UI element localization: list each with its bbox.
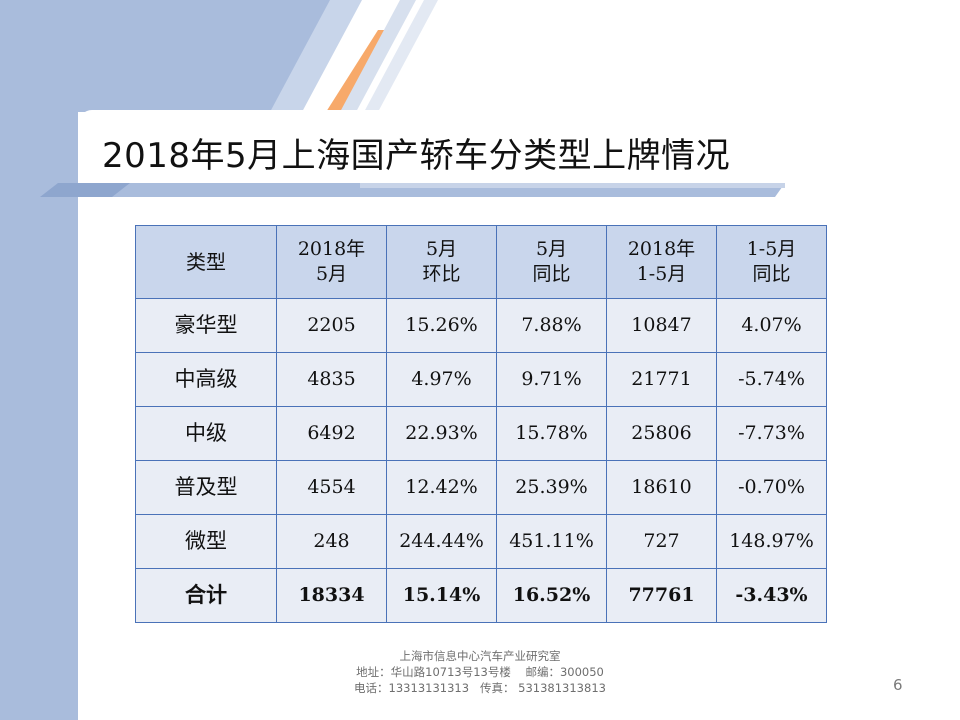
cell-may-2018: 2205 <box>276 298 387 353</box>
table-total-row: 合计 18334 15.14% 16.52% 77761 -3.43% <box>135 568 827 623</box>
cell-may-yoy: 9.71% <box>496 352 607 407</box>
table-row: 中级 6492 22.93% 15.78% 25806 -7.73% <box>135 406 827 461</box>
header-jan-may-2018: 2018年 1-5月 <box>606 225 717 299</box>
cell-jan-may-2018: 10847 <box>606 298 717 353</box>
footer-contact: 上海市信息中心汽车产业研究室 地址：华山路10713号13号楼 邮编：30005… <box>330 648 630 696</box>
cell-jan-may-yoy: -3.43% <box>716 568 827 623</box>
cell-jan-may-2018: 25806 <box>606 406 717 461</box>
cell-may-mom: 4.97% <box>386 352 497 407</box>
title-underline <box>40 183 785 197</box>
cell-may-mom: 15.14% <box>386 568 497 623</box>
cell-may-2018: 4835 <box>276 352 387 407</box>
title-card <box>78 110 960 186</box>
cell-jan-may-2018: 21771 <box>606 352 717 407</box>
data-table: 类型 2018年 5月 5月 环比 5月 同比 2018年 1-5月 1-5月 同比 豪华… <box>135 225 827 623</box>
cell-jan-may-2018: 77761 <box>606 568 717 623</box>
cell-may-mom: 12.42% <box>386 460 497 515</box>
header-may-yoy: 5月 同比 <box>496 225 607 299</box>
cell-may-yoy: 15.78% <box>496 406 607 461</box>
header-may-2018: 2018年 5月 <box>276 225 387 299</box>
table-row: 普及型 4554 12.42% 25.39% 18610 -0.70% <box>135 460 827 515</box>
table-row: 微型 248 244.44% 451.11% 727 148.97% <box>135 514 827 569</box>
cell-may-2018: 18334 <box>276 568 387 623</box>
cell-may-2018: 4554 <box>276 460 387 515</box>
cell-type: 中级 <box>135 406 277 461</box>
cell-may-yoy: 25.39% <box>496 460 607 515</box>
cell-jan-may-yoy: 4.07% <box>716 298 827 353</box>
cell-may-mom: 22.93% <box>386 406 497 461</box>
cell-type: 合计 <box>135 568 277 623</box>
cell-jan-may-2018: 18610 <box>606 460 717 515</box>
header-type: 类型 <box>135 225 277 299</box>
cell-may-mom: 15.26% <box>386 298 497 353</box>
cell-jan-may-yoy: 148.97% <box>716 514 827 569</box>
cell-type: 豪华型 <box>135 298 277 353</box>
cell-may-mom: 244.44% <box>386 514 497 569</box>
footer-address: 地址：华山路10713号13号楼 邮编：300050 <box>356 665 604 679</box>
cell-type: 普及型 <box>135 460 277 515</box>
cell-type: 微型 <box>135 514 277 569</box>
cell-may-2018: 248 <box>276 514 387 569</box>
footer-org: 上海市信息中心汽车产业研究室 <box>399 649 561 663</box>
cell-type: 中高级 <box>135 352 277 407</box>
header-jan-may-yoy: 1-5月 同比 <box>716 225 827 299</box>
cell-may-yoy: 16.52% <box>496 568 607 623</box>
table-row: 豪华型 2205 15.26% 7.88% 10847 4.07% <box>135 298 827 353</box>
cell-jan-may-yoy: -7.73% <box>716 406 827 461</box>
cell-jan-may-2018: 727 <box>606 514 717 569</box>
cell-may-yoy: 7.88% <box>496 298 607 353</box>
footer-phone: 电话：13313131313 传真： 531381313813 <box>354 681 606 695</box>
table-row: 中高级 4835 4.97% 9.71% 21771 -5.74% <box>135 352 827 407</box>
header-may-mom: 5月 环比 <box>386 225 497 299</box>
cell-jan-may-yoy: -5.74% <box>716 352 827 407</box>
top-decor-band <box>0 0 960 112</box>
cell-jan-may-yoy: -0.70% <box>716 460 827 515</box>
table-header-row: 类型 2018年 5月 5月 环比 5月 同比 2018年 1-5月 1-5月 同比 <box>135 225 827 299</box>
left-decor-band <box>0 0 78 720</box>
cell-may-yoy: 451.11% <box>496 514 607 569</box>
cell-may-2018: 6492 <box>276 406 387 461</box>
page-number: 6 <box>893 676 903 694</box>
slide-title: 2018年5月上海国产轿车分类型上牌情况 <box>102 136 731 176</box>
